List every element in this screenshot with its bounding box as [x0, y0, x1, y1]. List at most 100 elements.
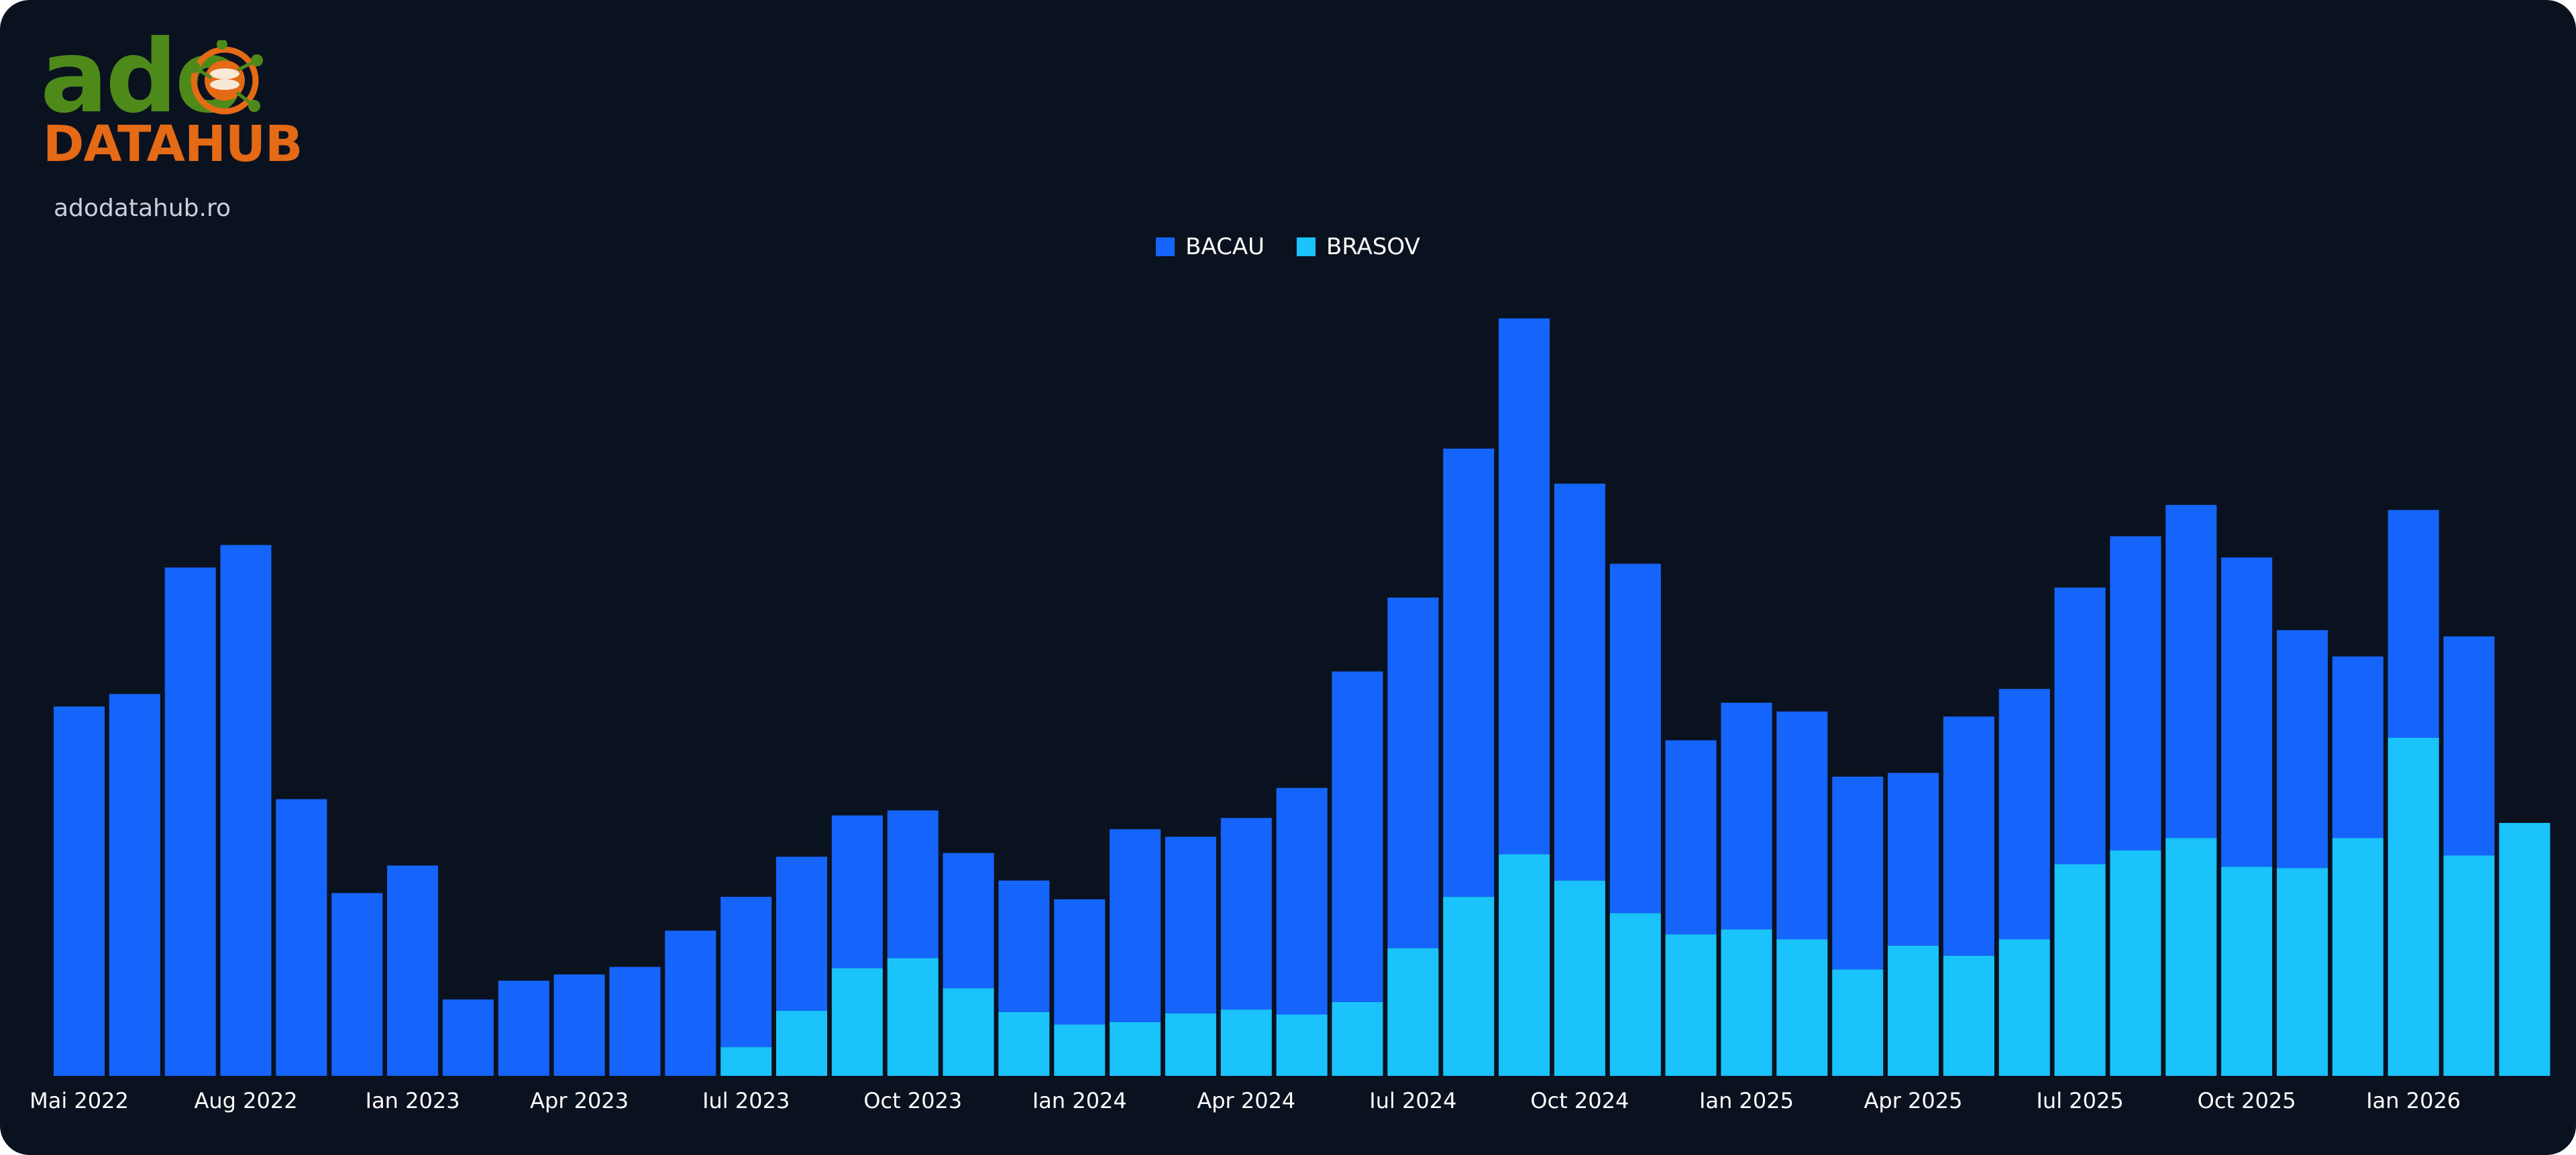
x-tick-label: Oct 2024 — [1530, 1088, 1629, 1113]
bar-brasov[interactable] — [2277, 868, 2328, 1076]
bar-bacau[interactable] — [553, 974, 605, 1076]
bar-brasov[interactable] — [1609, 913, 1661, 1076]
bar-brasov[interactable] — [1276, 1014, 1328, 1077]
x-tick-label: Ian 2024 — [1032, 1088, 1127, 1113]
bar-brasov[interactable] — [1499, 854, 1550, 1076]
bar-bacau[interactable] — [2332, 656, 2383, 838]
bar-bacau[interactable] — [887, 810, 938, 958]
bar-bacau[interactable] — [2277, 630, 2328, 869]
bar-bacau[interactable] — [1776, 711, 1828, 940]
legend: BACAU BRASOV — [0, 233, 2576, 260]
bar-brasov[interactable] — [1665, 934, 1717, 1076]
bar-bacau[interactable] — [1609, 563, 1661, 914]
bar-bacau[interactable] — [1387, 597, 1439, 948]
bar-bacau[interactable] — [109, 694, 160, 1076]
bar-bacau[interactable] — [442, 999, 494, 1076]
bar-bacau[interactable] — [1276, 787, 1328, 1015]
bar-bacau[interactable] — [2221, 557, 2273, 867]
bar-bacau[interactable] — [164, 567, 216, 1076]
bar-bacau[interactable] — [831, 815, 883, 969]
bar-bacau[interactable] — [2165, 504, 2217, 838]
bar-brasov[interactable] — [1721, 929, 1772, 1076]
bar-brasov[interactable] — [720, 1047, 772, 1076]
bar-bacau[interactable] — [276, 799, 327, 1077]
logo-datahub-text: DATAHUB — [43, 115, 303, 173]
bar-brasov[interactable] — [1165, 1013, 1216, 1076]
bar-brasov[interactable] — [1220, 1009, 1272, 1076]
x-tick-label: Mai 2022 — [30, 1088, 129, 1113]
bar-bacau[interactable] — [387, 865, 439, 1076]
x-tick-label: Oct 2025 — [2198, 1088, 2296, 1113]
bar-bacau[interactable] — [1110, 829, 1161, 1022]
bar-bacau[interactable] — [609, 967, 661, 1076]
bar-brasov[interactable] — [1332, 1001, 1383, 1076]
bar-brasov[interactable] — [998, 1011, 1050, 1076]
bar-brasov[interactable] — [1943, 955, 1994, 1076]
bar-brasov[interactable] — [1776, 939, 1828, 1077]
bar-brasov[interactable] — [831, 968, 883, 1077]
bar-brasov[interactable] — [1387, 948, 1439, 1076]
x-tick-label: Apr 2025 — [1864, 1088, 1963, 1113]
bar-brasov[interactable] — [943, 988, 994, 1076]
bar-bacau[interactable] — [54, 706, 105, 1076]
bar-bacau[interactable] — [720, 897, 772, 1048]
bar-bacau[interactable] — [1888, 773, 1939, 946]
bar-bacau[interactable] — [2054, 588, 2106, 865]
bar-brasov[interactable] — [887, 958, 938, 1077]
bar-brasov[interactable] — [2443, 855, 2495, 1077]
bar-bacau[interactable] — [1443, 448, 1495, 897]
bar-bacau[interactable] — [1832, 776, 1884, 970]
bar-bacau[interactable] — [1054, 899, 1106, 1025]
bars-group — [54, 318, 2551, 1077]
bar-brasov[interactable] — [2054, 864, 2106, 1077]
bar-brasov[interactable] — [2165, 838, 2217, 1076]
bar-bacau[interactable] — [1665, 740, 1717, 934]
x-tick-label: Iul 2025 — [2036, 1088, 2123, 1113]
bar-brasov[interactable] — [1832, 969, 1884, 1076]
logo: ado DATAHUB — [40, 27, 303, 169]
site-url[interactable]: adodatahub.ro — [54, 195, 231, 222]
bar-brasov[interactable] — [2221, 867, 2273, 1076]
x-tick-label: Iul 2023 — [702, 1088, 790, 1113]
x-tick-label: Iul 2024 — [1369, 1088, 1456, 1113]
legend-swatch-bacau — [1156, 237, 1175, 256]
bar-brasov[interactable] — [776, 1010, 827, 1076]
bar-bacau[interactable] — [1499, 318, 1550, 855]
bar-brasov[interactable] — [2110, 850, 2161, 1076]
x-tick-label: Aug 2022 — [194, 1088, 297, 1113]
bar-brasov[interactable] — [2387, 738, 2439, 1076]
legend-swatch-brasov — [1297, 237, 1316, 256]
bar-bacau[interactable] — [2387, 510, 2439, 738]
bar-brasov[interactable] — [1054, 1024, 1106, 1077]
bar-brasov[interactable] — [1110, 1022, 1161, 1076]
bar-brasov[interactable] — [2499, 822, 2551, 1076]
bar-brasov[interactable] — [1888, 945, 1939, 1076]
bar-bacau[interactable] — [776, 857, 827, 1011]
bar-bacau[interactable] — [1165, 836, 1216, 1013]
bar-bacau[interactable] — [1554, 484, 1605, 881]
bar-bacau[interactable] — [498, 981, 549, 1076]
bar-bacau[interactable] — [998, 880, 1050, 1012]
bar-bacau[interactable] — [1998, 689, 2050, 940]
bar-bacau[interactable] — [220, 545, 272, 1077]
legend-item-bacau[interactable]: BACAU — [1156, 233, 1265, 260]
bar-bacau[interactable] — [665, 930, 716, 1077]
bar-bacau[interactable] — [1721, 702, 1772, 930]
x-axis-ticks: Mai 2022 Aug 2022 Ian 2023 Apr 2023 Iul 2023… — [30, 1088, 2461, 1113]
bar-bacau[interactable] — [943, 852, 994, 989]
legend-item-brasov[interactable]: BRASOV — [1297, 233, 1420, 260]
bar-bacau[interactable] — [1943, 716, 1994, 956]
bar-brasov[interactable] — [1443, 897, 1495, 1076]
bar-bacau[interactable] — [2443, 636, 2495, 856]
bar-bacau[interactable] — [2110, 536, 2161, 851]
bar-bacau[interactable] — [1332, 671, 1383, 1002]
bar-brasov[interactable] — [1998, 939, 2050, 1077]
bar-brasov[interactable] — [1554, 880, 1605, 1076]
bar-bacau[interactable] — [1220, 818, 1272, 1010]
bar-brasov[interactable] — [2332, 838, 2383, 1076]
legend-label-brasov: BRASOV — [1326, 233, 1420, 260]
x-tick-label: Oct 2023 — [863, 1088, 962, 1113]
bar-bacau[interactable] — [331, 893, 383, 1077]
